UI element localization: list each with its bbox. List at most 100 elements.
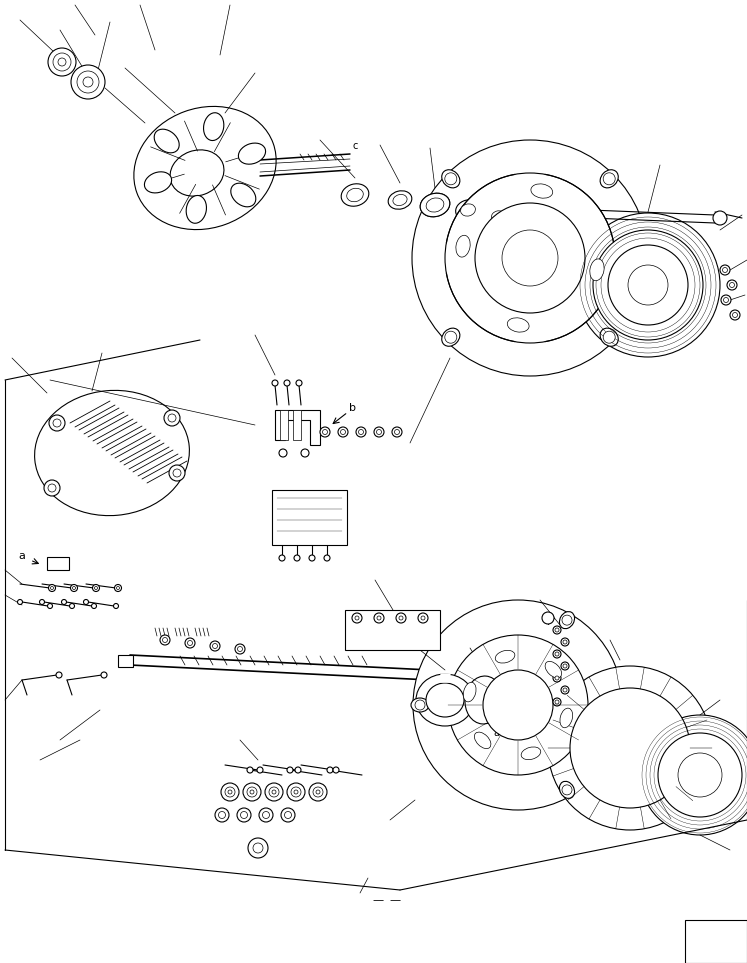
Circle shape — [483, 670, 553, 740]
Text: PE3A041: PE3A041 — [695, 940, 737, 950]
Circle shape — [284, 380, 290, 386]
Circle shape — [247, 767, 253, 773]
Circle shape — [355, 616, 359, 620]
Circle shape — [51, 586, 54, 589]
Circle shape — [95, 586, 98, 589]
Ellipse shape — [456, 235, 470, 257]
Circle shape — [56, 672, 62, 678]
Ellipse shape — [463, 682, 476, 702]
Circle shape — [640, 715, 747, 835]
Ellipse shape — [483, 204, 512, 228]
Circle shape — [394, 429, 400, 434]
Circle shape — [608, 245, 688, 325]
Circle shape — [415, 700, 425, 710]
Ellipse shape — [461, 204, 475, 216]
Circle shape — [313, 787, 323, 797]
Ellipse shape — [416, 674, 474, 726]
Circle shape — [287, 783, 305, 801]
Circle shape — [418, 613, 428, 623]
Circle shape — [70, 585, 78, 591]
Circle shape — [392, 427, 402, 437]
Circle shape — [338, 427, 348, 437]
Bar — [293, 410, 301, 440]
Circle shape — [444, 172, 457, 185]
Circle shape — [40, 600, 45, 605]
Circle shape — [561, 638, 569, 646]
Circle shape — [53, 419, 61, 427]
Ellipse shape — [487, 207, 509, 224]
Text: a: a — [19, 551, 25, 561]
Circle shape — [235, 644, 245, 654]
Circle shape — [58, 58, 66, 66]
Bar — [685, 920, 747, 963]
Circle shape — [114, 585, 122, 591]
Circle shape — [294, 555, 300, 561]
Circle shape — [265, 783, 283, 801]
Circle shape — [49, 585, 55, 591]
Circle shape — [412, 140, 648, 376]
Circle shape — [61, 600, 66, 605]
Ellipse shape — [465, 676, 503, 724]
Circle shape — [421, 616, 425, 620]
Circle shape — [49, 415, 65, 431]
Circle shape — [272, 790, 276, 794]
Ellipse shape — [600, 328, 619, 347]
Circle shape — [399, 616, 403, 620]
Circle shape — [553, 626, 561, 634]
Circle shape — [281, 808, 295, 822]
Circle shape — [628, 265, 668, 305]
Circle shape — [279, 555, 285, 561]
Circle shape — [69, 604, 75, 609]
Circle shape — [114, 604, 119, 609]
Circle shape — [93, 585, 99, 591]
Circle shape — [294, 790, 298, 794]
Circle shape — [356, 427, 366, 437]
Circle shape — [553, 674, 561, 682]
Ellipse shape — [456, 199, 480, 221]
Circle shape — [287, 767, 293, 773]
Bar — [272, 490, 347, 545]
Circle shape — [324, 555, 330, 561]
Circle shape — [257, 767, 263, 773]
Ellipse shape — [134, 106, 276, 229]
Circle shape — [555, 676, 559, 680]
Circle shape — [563, 688, 567, 692]
Circle shape — [561, 662, 569, 670]
Circle shape — [553, 650, 561, 658]
Bar — [345, 610, 440, 650]
Circle shape — [309, 783, 327, 801]
Circle shape — [722, 268, 728, 273]
Ellipse shape — [341, 184, 369, 206]
Circle shape — [724, 298, 728, 302]
Circle shape — [320, 427, 330, 437]
Circle shape — [553, 698, 561, 706]
Circle shape — [721, 295, 731, 305]
Circle shape — [445, 173, 615, 343]
Circle shape — [396, 613, 406, 623]
Circle shape — [163, 638, 167, 642]
Circle shape — [730, 310, 740, 320]
Circle shape — [374, 427, 384, 437]
Ellipse shape — [426, 198, 444, 212]
Text: b: b — [350, 403, 356, 413]
Polygon shape — [275, 410, 320, 445]
Ellipse shape — [531, 184, 553, 198]
Circle shape — [562, 785, 572, 794]
Circle shape — [253, 843, 263, 853]
Circle shape — [603, 172, 616, 185]
Ellipse shape — [560, 708, 573, 728]
Circle shape — [77, 71, 99, 93]
Ellipse shape — [474, 732, 491, 748]
Circle shape — [248, 838, 268, 858]
Text: b: b — [533, 720, 539, 730]
Ellipse shape — [411, 698, 429, 712]
Circle shape — [164, 410, 180, 426]
Circle shape — [212, 643, 217, 648]
Circle shape — [291, 787, 301, 797]
Ellipse shape — [347, 188, 363, 201]
Ellipse shape — [426, 683, 464, 717]
Circle shape — [71, 65, 105, 99]
Circle shape — [352, 613, 362, 623]
Circle shape — [296, 380, 302, 386]
Ellipse shape — [421, 194, 450, 217]
